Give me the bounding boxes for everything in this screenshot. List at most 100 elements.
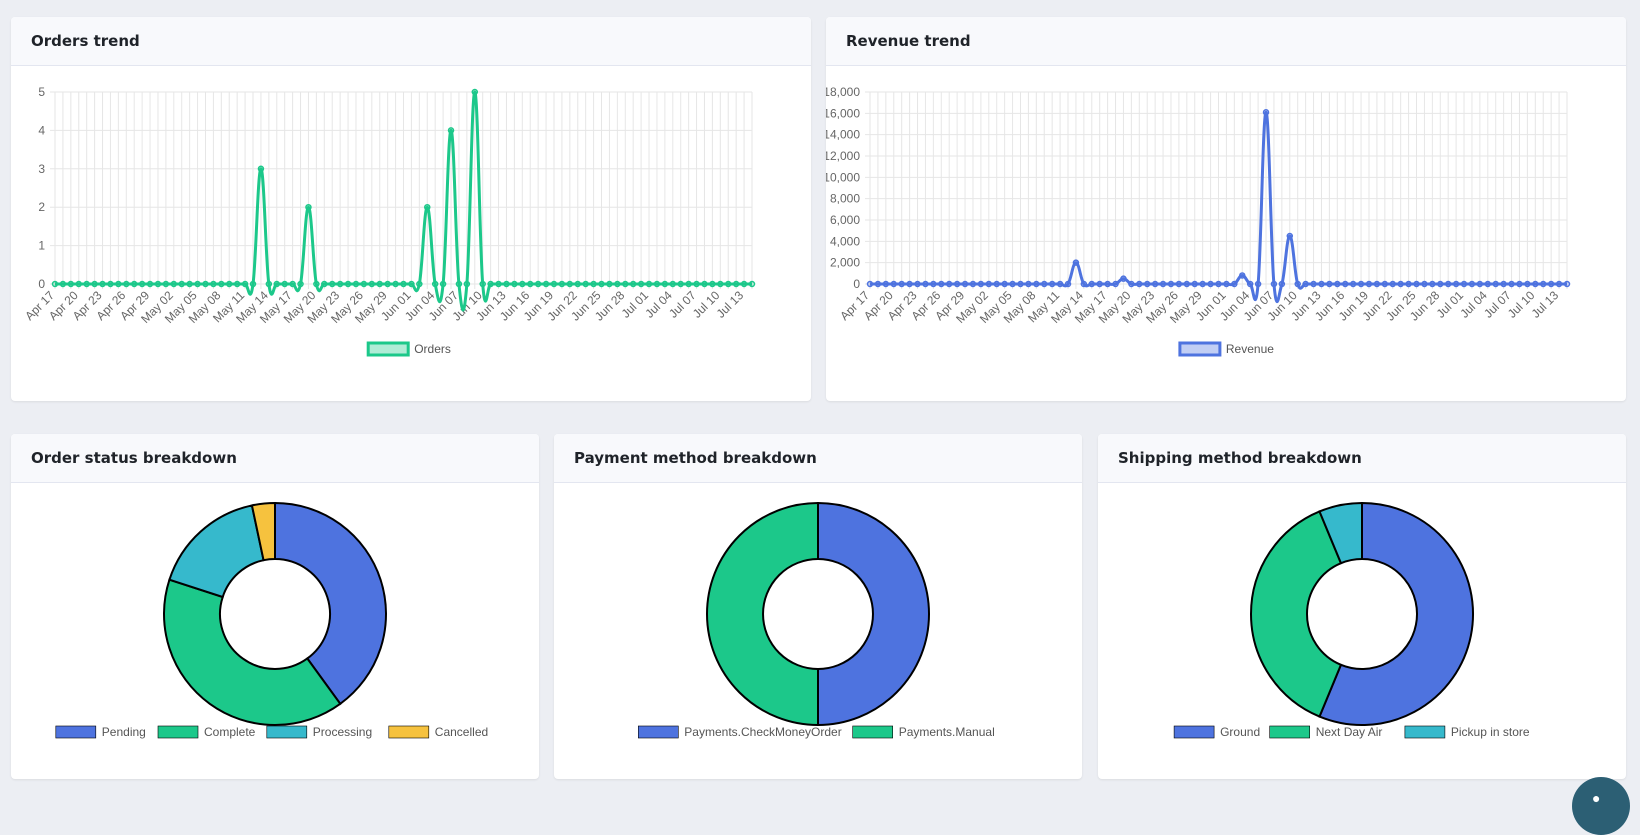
data-point (138, 280, 146, 288)
donut-slice (168, 504, 265, 599)
data-point (1405, 280, 1412, 288)
payment-method-card: Payment method breakdown Payments.CheckM… (554, 434, 1082, 779)
donut-slice (274, 501, 387, 706)
legend: Pending Complete Processing Cancelled (55, 725, 488, 739)
data-point (1476, 280, 1484, 288)
shipping-method-card: Shipping method breakdown Ground Next Day… (1098, 434, 1626, 779)
data-point (1223, 280, 1230, 288)
data-point (471, 88, 479, 96)
data-point (1207, 280, 1214, 288)
data-point (614, 280, 621, 288)
legend-label: Orders (414, 342, 451, 356)
data-point (1437, 280, 1444, 288)
data-point (1444, 280, 1452, 288)
data-point (495, 280, 502, 288)
data-point (1413, 280, 1420, 288)
data-point (898, 280, 905, 288)
data-point (1136, 280, 1143, 288)
data-point (487, 280, 494, 288)
data-point (993, 280, 1000, 288)
data-point (1104, 280, 1111, 288)
data-point (162, 280, 170, 288)
card-header: Payment method breakdown (554, 434, 1082, 483)
legend-swatch (55, 725, 97, 739)
data-point (503, 280, 510, 288)
legend-swatch (1173, 725, 1215, 739)
data-point (1397, 280, 1404, 288)
data-point (930, 280, 937, 288)
data-point (305, 203, 312, 211)
series-line (54, 90, 752, 312)
data-point (439, 280, 447, 288)
data-point (977, 280, 985, 288)
data-point (218, 280, 225, 288)
data-point (384, 280, 391, 288)
data-point (99, 280, 106, 288)
data-point (582, 280, 589, 288)
legend-swatch (1269, 725, 1310, 739)
data-point (1547, 280, 1555, 288)
chat-icon: ● (1592, 790, 1601, 806)
data-point (91, 280, 98, 288)
data-point (1334, 280, 1341, 288)
data-point (622, 280, 629, 288)
data-point (202, 280, 209, 288)
data-point (945, 280, 953, 288)
data-point (1532, 280, 1539, 288)
data-point (1231, 280, 1238, 288)
data-point (1341, 280, 1349, 288)
data-point (574, 280, 581, 288)
data-point (542, 280, 550, 288)
data-point (233, 280, 241, 288)
legend-label: Ground (1220, 725, 1260, 739)
data-point (717, 280, 724, 288)
data-point (1516, 280, 1523, 288)
legend-swatch (366, 341, 410, 357)
legend-label: Cancelled (435, 725, 488, 739)
data-point (257, 165, 265, 173)
data-point (344, 280, 352, 288)
data-point (154, 280, 162, 288)
data-point (1143, 280, 1151, 288)
legend-label: Processing (313, 725, 372, 739)
donut-slice (163, 578, 342, 726)
data-point (1468, 280, 1476, 288)
data-point (1215, 280, 1222, 288)
data-point (1524, 280, 1531, 288)
data-point (645, 280, 653, 288)
data-point (1555, 280, 1563, 288)
data-point (1389, 280, 1396, 288)
x-tick-label: Jul 13 (1529, 288, 1562, 321)
data-point (289, 280, 296, 288)
data-point (455, 280, 463, 288)
chat-button[interactable]: ● (1572, 777, 1630, 835)
data-point (740, 280, 748, 288)
donut-slice (1318, 501, 1474, 726)
donut-slice (1250, 510, 1343, 718)
y-tick-label: 1 (38, 239, 45, 253)
data-point (1286, 232, 1294, 240)
data-point (1254, 280, 1262, 288)
legend-swatch (157, 725, 199, 739)
data-point (249, 280, 257, 288)
data-point (1009, 280, 1016, 288)
orders-trend-card: Orders trend 0 1 2 3 4 5 Apr 17 Apr 20 Apr 23 Apr… (11, 17, 811, 401)
data-point (1128, 280, 1135, 288)
data-point (874, 280, 882, 288)
data-point (1191, 280, 1198, 288)
y-tick-label: 4 (38, 123, 45, 137)
data-point (938, 280, 945, 288)
payment-method-chart: Payments.CheckMoneyOrder Payments.Manual (638, 501, 995, 739)
data-point (281, 280, 288, 288)
data-point (1048, 280, 1056, 288)
data-point (226, 280, 233, 288)
data-point (360, 280, 368, 288)
data-point (479, 280, 486, 288)
x-tick-label: Jul 13 (714, 288, 747, 321)
data-point (194, 280, 201, 288)
data-point (1326, 280, 1333, 288)
legend-swatch (266, 725, 308, 739)
y-tick-label: 2,000 (830, 256, 860, 270)
y-tick-label: 5 (38, 85, 45, 99)
